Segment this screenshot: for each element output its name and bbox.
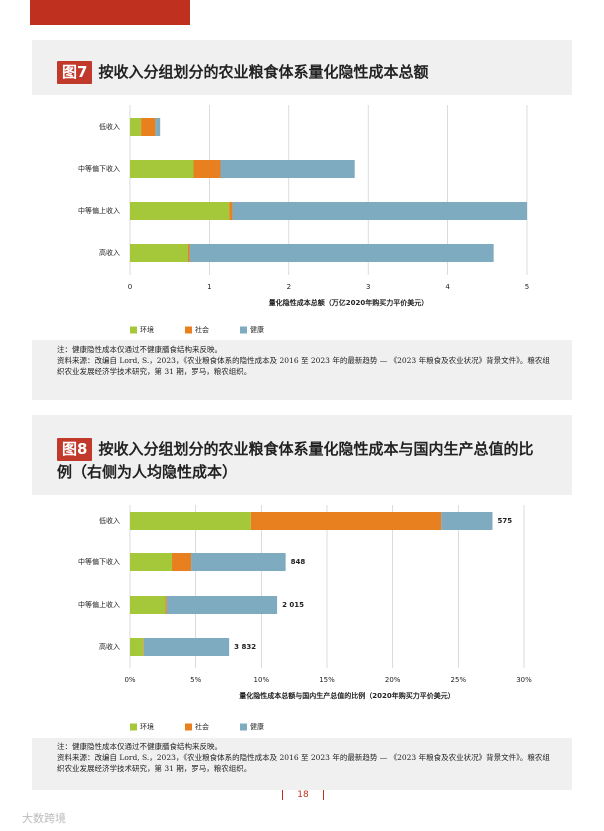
bar-segment <box>189 244 494 262</box>
bar-segment <box>130 596 166 614</box>
bar-segment <box>130 160 194 178</box>
x-tick-label: 4 <box>445 283 450 291</box>
legend-swatch <box>240 326 247 334</box>
x-tick-label: 5 <box>525 283 529 291</box>
category-label: 高收入 <box>99 642 120 651</box>
legend-swatch <box>185 326 192 334</box>
legend-label: 健康 <box>250 722 264 731</box>
source: 资料来源：改编自 Lord, S.，2023，《农业粮食体系的隐性成本及 201… <box>57 356 550 376</box>
category-label: 中等偏下收入 <box>78 164 120 173</box>
legend-label: 社会 <box>195 325 209 334</box>
bar-segment <box>130 553 173 571</box>
x-tick-label: 3 <box>366 283 370 291</box>
figure-label: 图7 <box>57 61 93 84</box>
bar-segment <box>130 512 251 530</box>
bar-segment <box>229 202 233 220</box>
x-axis-label: 量化隐性成本总额与国内生产总值的比例（2020年购买力平价美元） <box>239 691 454 700</box>
chart-bg <box>32 495 572 738</box>
bar-segment <box>172 553 192 571</box>
note: 注：健康隐性成本仅通过不健康膳食结构来反映。 <box>57 742 222 751</box>
category-label: 高收入 <box>99 248 120 257</box>
bar-segment <box>165 596 167 614</box>
page-number: 18 <box>282 790 324 800</box>
chart-title-row: 图8 按收入分组划分的农业粮食体系量化隐性成本与国内生产总值的比例（右侧为人均隐性… <box>57 438 537 484</box>
chart-title: 按收入分组划分的农业粮食体系量化隐性成本与国内生产总值的比例（右侧为人均隐性成本… <box>57 440 534 481</box>
bar-segment <box>130 638 144 656</box>
legend-swatch <box>185 723 192 731</box>
legend-label: 健康 <box>250 325 264 334</box>
x-axis-label: 量化隐性成本总额（万亿2020年购买力平价美元） <box>269 298 428 307</box>
bar-segment <box>143 638 144 656</box>
header-block <box>30 0 190 25</box>
x-tick-label: 0% <box>124 676 135 684</box>
x-tick-label: 30% <box>516 676 532 684</box>
bar-segment <box>441 512 493 530</box>
legend-swatch <box>130 326 137 334</box>
bar-segment <box>250 512 442 530</box>
notes: 注：健康隐性成本仅通过不健康膳食结构来反映。资料来源：改编自 Lord, S.，… <box>57 741 557 774</box>
legend-label: 环境 <box>140 325 154 334</box>
per-capita-label: 848 <box>291 558 306 566</box>
bar-segment <box>130 202 230 220</box>
per-capita-label: 575 <box>497 517 512 525</box>
category-label: 中等偏上收入 <box>78 600 120 609</box>
x-tick-label: 15% <box>319 676 335 684</box>
category-label: 低收入 <box>99 122 120 131</box>
x-tick-label: 10% <box>254 676 270 684</box>
bar-segment <box>187 244 190 262</box>
category-label: 低收入 <box>99 516 120 525</box>
bar-segment <box>220 160 355 178</box>
note: 注：健康隐性成本仅通过不健康膳食结构来反映。 <box>57 345 222 354</box>
category-label: 中等偏下收入 <box>78 557 120 566</box>
bar-segment <box>130 244 188 262</box>
legend-label: 社会 <box>195 722 209 731</box>
chart-title-row: 图7 按收入分组划分的农业粮食体系量化隐性成本总额 <box>57 61 537 84</box>
bar-segment <box>143 638 230 656</box>
source: 资料来源：改编自 Lord, S.，2023，《农业粮食体系的隐性成本及 201… <box>57 753 550 773</box>
chart-title: 按收入分组划分的农业粮食体系量化隐性成本总额 <box>98 63 429 81</box>
x-tick-label: 2 <box>287 283 291 291</box>
x-tick-label: 5% <box>190 676 201 684</box>
bar-segment <box>155 118 161 136</box>
per-capita-label: 3 832 <box>234 643 256 651</box>
per-capita-label: 2 015 <box>282 601 304 609</box>
x-tick-label: 0 <box>128 283 132 291</box>
category-label: 中等偏上收入 <box>78 206 120 215</box>
x-tick-label: 1 <box>207 283 211 291</box>
bar-segment <box>232 202 527 220</box>
legend-swatch <box>240 723 247 731</box>
legend-swatch <box>130 723 137 731</box>
notes: 注：健康隐性成本仅通过不健康膳食结构来反映。资料来源：改编自 Lord, S.，… <box>57 344 557 377</box>
bar-segment <box>141 118 156 136</box>
bar-segment <box>166 596 278 614</box>
watermark: 大数跨境 <box>22 812 66 825</box>
x-tick-label: 25% <box>451 676 467 684</box>
bar-segment <box>193 160 221 178</box>
figure-label: 图8 <box>57 438 93 461</box>
bar-segment <box>191 553 286 571</box>
x-tick-label: 20% <box>385 676 401 684</box>
bar-segment <box>130 118 142 136</box>
legend-label: 环境 <box>140 722 154 731</box>
